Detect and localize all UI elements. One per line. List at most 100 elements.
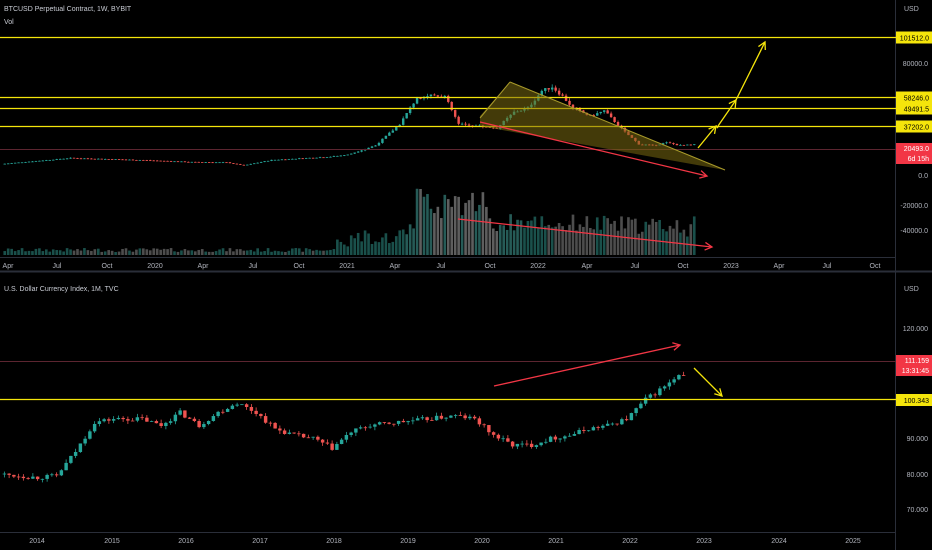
dxy-candle — [648, 394, 653, 398]
volume-bar — [232, 251, 235, 255]
dxy-candle — [149, 421, 154, 422]
dxy-candle — [73, 452, 78, 456]
btc-candle — [13, 162, 17, 164]
dxy-candle — [282, 430, 287, 434]
btc-candle — [65, 158, 69, 160]
volume-bar — [568, 224, 571, 255]
volume-bar — [277, 251, 280, 255]
volume-bar — [384, 233, 388, 255]
volume-bar — [159, 249, 162, 255]
volume-bar — [342, 244, 346, 255]
btc-candle — [336, 155, 339, 157]
volume-bar — [523, 227, 526, 255]
btc-candle — [10, 163, 13, 164]
volume-bar — [474, 211, 478, 255]
dxy-candle — [487, 425, 491, 433]
dxy-candle — [2, 473, 7, 475]
btc-candle — [419, 97, 422, 99]
dxy-candle — [382, 422, 387, 424]
btc-candle — [263, 161, 266, 163]
dxy-candle — [420, 417, 425, 419]
volume-bar — [221, 248, 225, 255]
dxy-trend-arrow[interactable] — [493, 344, 681, 387]
btc-time-axis-label: Apr — [582, 263, 594, 270]
volume-bar — [235, 249, 239, 255]
dxy-candle — [249, 406, 254, 411]
dxy-candle — [449, 415, 453, 418]
btc-candle — [100, 158, 103, 160]
volume-bar — [322, 250, 325, 255]
volume-bar — [83, 248, 86, 255]
btc-candle — [225, 162, 228, 164]
volume-bar — [315, 249, 318, 255]
btc-candle — [166, 160, 169, 162]
btc-candle — [578, 108, 582, 111]
falling-wedge[interactable] — [480, 82, 725, 170]
volume-bar — [24, 251, 27, 255]
projection-arrow-3[interactable] — [735, 41, 766, 101]
btc-candle — [187, 161, 190, 163]
dxy-candle — [164, 422, 168, 427]
dxy-projection-arrow[interactable] — [693, 367, 723, 397]
btc-candle — [412, 103, 415, 108]
dxy-candle — [102, 419, 106, 422]
btc-candle — [135, 160, 138, 161]
dxy-candle — [572, 434, 577, 436]
btc-pane[interactable] — [0, 36, 896, 256]
btc-time-axis-label: 2022 — [530, 263, 546, 270]
btc-candle — [353, 152, 356, 154]
btc-candle — [249, 163, 252, 165]
btc-candle — [686, 144, 689, 146]
volume-bar — [537, 228, 540, 255]
dxy-candle — [339, 439, 344, 445]
volume-bar — [44, 249, 48, 255]
btc-candle — [377, 142, 381, 146]
wedge-edge — [479, 81, 511, 119]
volume-bar — [564, 230, 568, 255]
btc-current-price: 20493.0 — [904, 146, 929, 153]
dxy-price-axis-label: 70.000 — [907, 507, 929, 514]
volume-bar — [124, 248, 128, 255]
volume-bar — [204, 251, 208, 255]
btc-candle — [183, 161, 187, 163]
projection-arrow-1[interactable] — [697, 125, 717, 149]
volume-bar — [550, 227, 554, 255]
level-price-tag — [896, 91, 932, 104]
dxy-candle — [596, 427, 600, 428]
dxy-candle — [59, 470, 64, 476]
btc-candle — [266, 160, 270, 162]
volume-bar — [69, 249, 72, 255]
dxy-pane[interactable] — [0, 342, 896, 483]
dxy-candle — [301, 433, 306, 438]
btc-candle — [97, 158, 100, 160]
btc-candle — [90, 158, 93, 160]
dxy-candle — [534, 445, 539, 447]
dxy-candle — [425, 417, 429, 421]
volume-bar — [103, 251, 107, 255]
volume-bar — [297, 248, 301, 255]
volume-bar — [557, 223, 561, 255]
volume-bar — [207, 251, 211, 255]
btc-candle — [561, 94, 564, 96]
btc-candle — [436, 95, 440, 97]
btc-candle — [405, 113, 408, 119]
dxy-candle — [591, 427, 596, 431]
volume-bar — [62, 251, 65, 255]
btc-candle — [325, 157, 329, 158]
volume-bar — [266, 248, 270, 255]
volume-trend-arrow[interactable] — [457, 218, 713, 248]
btc-candle — [121, 159, 124, 161]
btc-time-axis-label: Oct — [485, 263, 496, 270]
volume-bar — [540, 216, 544, 255]
volume-bar — [336, 239, 339, 255]
dxy-candle — [629, 413, 634, 421]
price-trend-arrow[interactable] — [479, 121, 708, 177]
dxy-candle — [477, 418, 482, 425]
projection-arrow-2[interactable] — [717, 99, 737, 127]
dxy-candle — [444, 417, 448, 419]
dxy-candle — [107, 419, 111, 421]
btc-candle — [34, 161, 38, 162]
volume-bar — [672, 228, 675, 255]
volume-bar — [405, 234, 408, 255]
